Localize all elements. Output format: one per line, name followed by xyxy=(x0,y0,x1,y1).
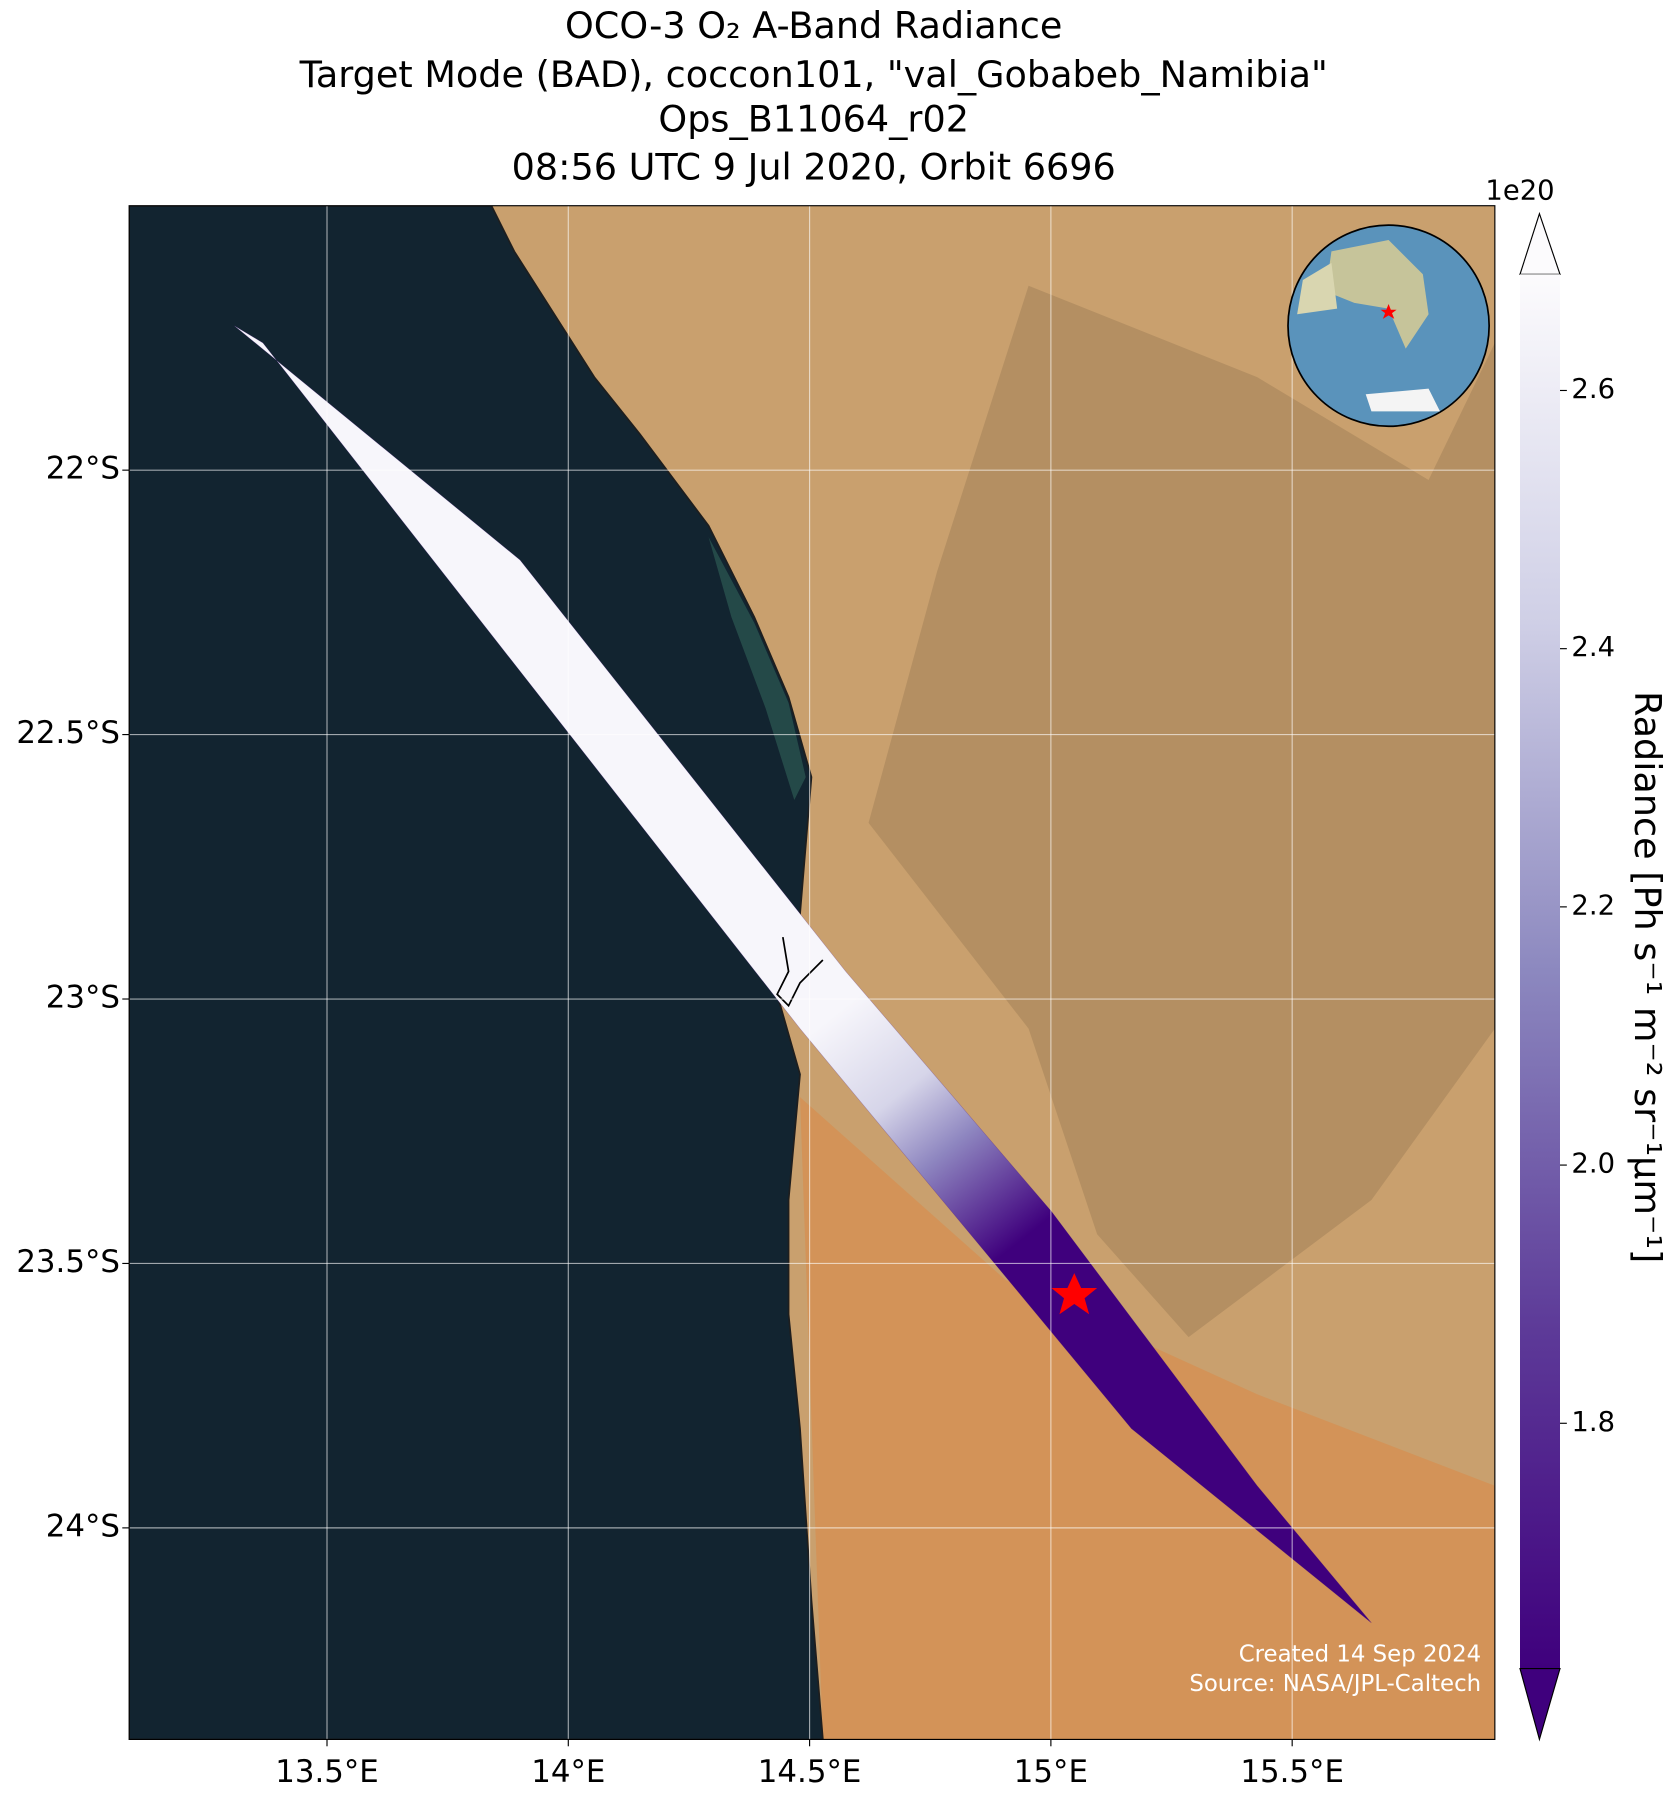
colorbar-tick-label: 2.0 xyxy=(1571,1149,1615,1180)
title-line: 08:56 UTC 9 Jul 2020, Orbit 6696 xyxy=(512,146,1116,189)
colorbar-body xyxy=(1520,274,1560,1669)
colorbar-exponent: 1e20 xyxy=(1485,176,1554,207)
credit: Source: NASA/JPL-Caltech xyxy=(1189,1671,1481,1697)
title-line: Ops_B11064_r02 xyxy=(658,98,969,141)
y-tick-label: 24°S xyxy=(46,1508,120,1544)
target-star xyxy=(1051,1273,1098,1315)
inset-globe xyxy=(1287,224,1490,428)
x-tick-label: 14°E xyxy=(531,1754,605,1790)
title-line: OCO-3 O₂ A-Band Radiance xyxy=(565,4,1062,47)
y-tick-label: 23°S xyxy=(46,980,120,1016)
map-frame xyxy=(128,205,1496,1740)
coast-detail xyxy=(776,937,824,1008)
grid xyxy=(129,205,1495,1740)
credit: Created 14 Sep 2024 xyxy=(1239,1641,1481,1667)
x-tick-label: 13.5°E xyxy=(275,1754,379,1790)
y-tick-label: 22°S xyxy=(46,451,120,487)
colorbar-tick-label: 1.8 xyxy=(1571,1407,1615,1438)
title-block: OCO-3 O₂ A-Band Radiance Target Mode (BA… xyxy=(299,4,1328,189)
y-tick-label: 23.5°S xyxy=(16,1244,120,1280)
x-tick-label: 15°E xyxy=(1014,1754,1088,1790)
terrain xyxy=(868,285,1495,1338)
x-tick-label: 14.5°E xyxy=(758,1754,862,1790)
colorbar-tick-label: 2.2 xyxy=(1571,890,1615,921)
colorbar-tick-label: 2.4 xyxy=(1571,632,1615,663)
y-tick-label: 22.5°S xyxy=(16,715,120,751)
colorbar: 1e20 Radiance [Ph s⁻¹ m⁻² sr⁻¹μm⁻¹] 1.8 2… xyxy=(1485,176,1669,1742)
title-line: Target Mode (BAD), coccon101, "val_Gobab… xyxy=(299,53,1328,96)
swath xyxy=(234,325,1372,1624)
colorbar-label: Radiance [Ph s⁻¹ m⁻² sr⁻¹μm⁻¹] xyxy=(1626,691,1669,1263)
x-tick-label: 15.5°E xyxy=(1240,1754,1344,1790)
colorbar-tick-label: 2.6 xyxy=(1571,374,1615,405)
colorbar-extend-top xyxy=(1519,211,1561,275)
colorbar-extend-bottom xyxy=(1519,1668,1561,1742)
map-area xyxy=(129,205,1495,1740)
